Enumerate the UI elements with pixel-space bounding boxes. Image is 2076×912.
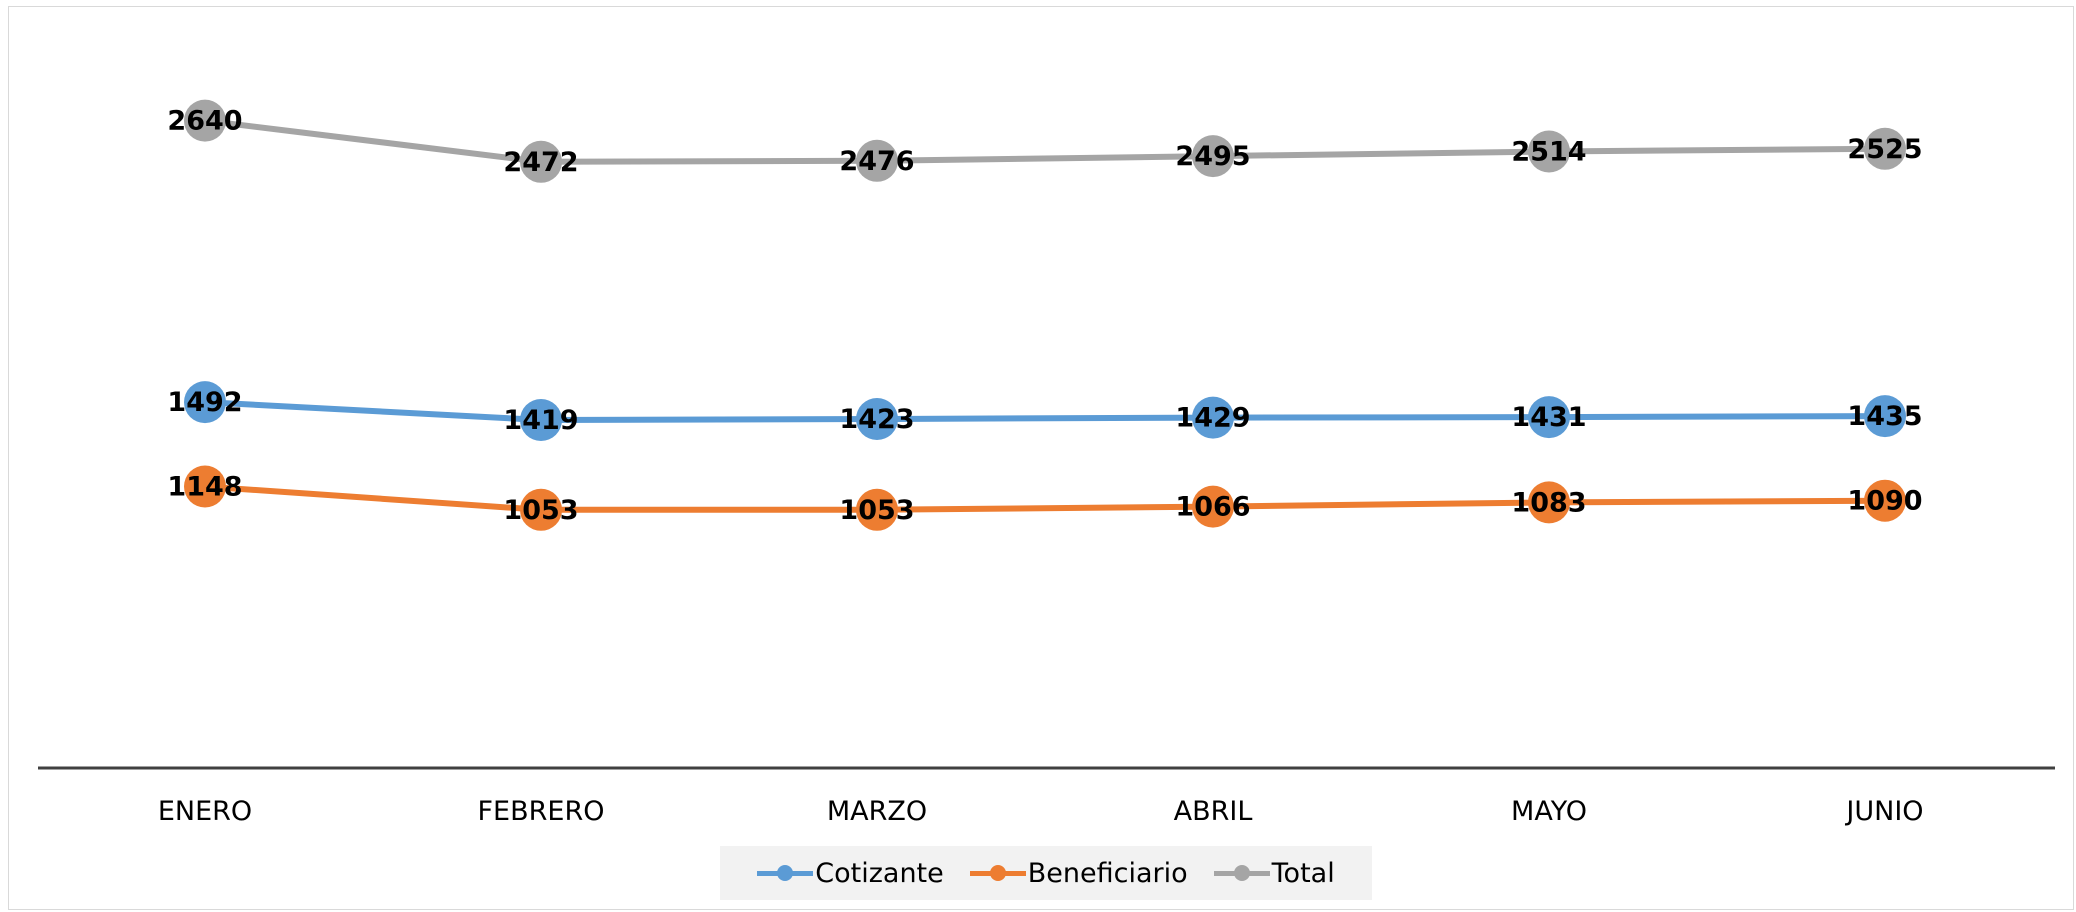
data-label-cotizante: 1431 <box>1511 402 1586 433</box>
legend-item-cotizante: Cotizante <box>757 858 944 889</box>
data-point-total <box>1192 135 1234 178</box>
data-point-cotizante <box>856 398 898 440</box>
data-point-beneficiario <box>520 488 562 531</box>
data-label-beneficiario: 1053 <box>839 495 914 526</box>
data-label-total: 2495 <box>1175 141 1250 172</box>
data-label-total: 2472 <box>503 147 578 178</box>
data-label-cotizante: 1423 <box>839 404 914 435</box>
data-point-cotizante <box>520 399 562 441</box>
data-point-cotizante <box>1864 395 1906 438</box>
data-label-total: 2640 <box>167 106 242 137</box>
x-tick-label: ENERO <box>158 796 252 827</box>
data-label-cotizante: 1429 <box>1175 403 1250 434</box>
data-point-beneficiario <box>1192 485 1234 528</box>
data-label-beneficiario: 1066 <box>1175 492 1250 523</box>
legend-label: Cotizante <box>815 857 944 889</box>
data-label-beneficiario: 1083 <box>1511 487 1586 518</box>
legend-marker <box>757 863 814 883</box>
data-point-beneficiario <box>856 488 898 531</box>
data-point-cotizante <box>1192 396 1234 439</box>
data-label-total: 2476 <box>839 146 914 177</box>
x-tick-label: MARZO <box>827 796 927 827</box>
data-label-cotizante: 1492 <box>167 387 242 418</box>
data-label-total: 2514 <box>1511 137 1586 168</box>
legend-marker <box>969 863 1026 883</box>
series-layer: 1492 1419 1423 1429 1431 1435 1148 1053 1053 1066… <box>167 99 1923 531</box>
data-point-total <box>184 99 226 142</box>
x-axis-categories: ENERO FEBRERO MARZO ABRIL MAYO JUNIO <box>158 796 1924 827</box>
data-point-total <box>1864 127 1906 170</box>
data-point-cotizante <box>184 381 226 424</box>
data-label-total: 2525 <box>1847 134 1922 165</box>
data-point-beneficiario <box>1864 479 1906 522</box>
data-label-beneficiario: 1148 <box>167 472 242 503</box>
legend-marker <box>1213 863 1270 883</box>
data-point-total <box>520 140 562 183</box>
legend-label: Beneficiario <box>1027 857 1188 889</box>
x-tick-label: MAYO <box>1511 796 1587 827</box>
data-point-beneficiario <box>184 465 226 508</box>
data-point-cotizante <box>1528 396 1570 439</box>
data-point-beneficiario <box>1528 481 1570 524</box>
data-point-total <box>856 139 898 182</box>
x-tick-label: ABRIL <box>1174 796 1253 827</box>
legend-item-total: Total <box>1213 857 1335 889</box>
x-tick-label: JUNIO <box>1844 796 1923 827</box>
series-line-beneficiario <box>204 483 1886 513</box>
series-line-total <box>204 117 1886 165</box>
legend-item-beneficiario: Beneficiario <box>969 857 1188 889</box>
data-label-cotizante: 1435 <box>1847 401 1922 432</box>
data-point-total <box>1528 130 1570 173</box>
x-tick-label: FEBRERO <box>478 796 605 827</box>
legend-label: Total <box>1271 857 1335 889</box>
data-label-beneficiario: 1053 <box>503 495 578 526</box>
data-label-cotizante: 1419 <box>503 405 578 436</box>
data-label-beneficiario: 1090 <box>1847 486 1922 517</box>
legend: Cotizante Beneficiario Total <box>720 846 1372 900</box>
series-line-cotizante <box>204 399 1886 423</box>
